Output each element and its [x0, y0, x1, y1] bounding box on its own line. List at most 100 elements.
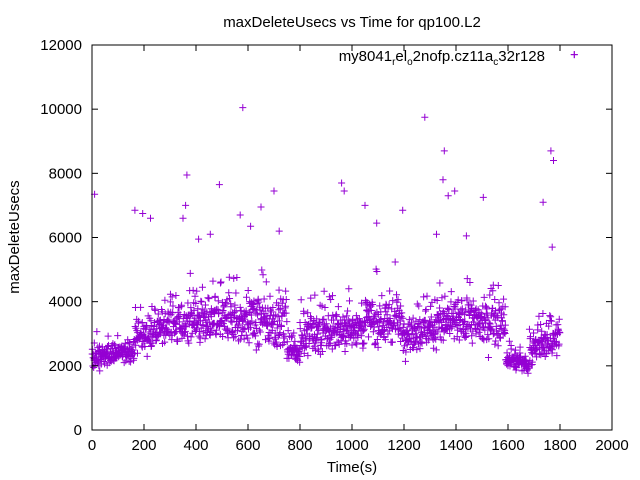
data-point [495, 299, 503, 307]
data-point [526, 333, 534, 341]
data-point [296, 352, 304, 360]
data-point [283, 318, 291, 326]
data-point [474, 306, 482, 314]
data-point [196, 327, 204, 335]
data-point [537, 321, 545, 329]
data-point [218, 317, 226, 325]
data-point [305, 339, 313, 347]
data-point [423, 292, 431, 300]
data-point-outlier [539, 198, 547, 206]
data-point [127, 358, 135, 366]
data-point-outlier [215, 181, 223, 189]
data-point [256, 328, 264, 336]
data-point [516, 349, 524, 357]
data-point [312, 335, 320, 343]
data-point [254, 295, 262, 303]
data-point [345, 285, 353, 293]
data-point [248, 317, 256, 325]
data-point [340, 332, 348, 340]
data-point [141, 342, 149, 350]
data-point-outlier [147, 214, 154, 222]
y-tick-label: 8000 [49, 165, 82, 182]
data-point [122, 357, 130, 365]
data-point [276, 329, 284, 337]
data-point [463, 275, 471, 283]
data-point [284, 327, 292, 335]
data-point [548, 317, 556, 325]
data-point [462, 306, 470, 314]
data-point [359, 340, 367, 348]
data-point [228, 318, 236, 326]
data-point [208, 327, 216, 335]
data-point [379, 327, 387, 335]
data-point [308, 324, 316, 332]
data-point [392, 325, 400, 333]
data-point [427, 313, 435, 321]
data-point [307, 294, 315, 302]
data-point [555, 340, 563, 348]
data-point-outlier [433, 230, 440, 238]
data-point [352, 339, 360, 347]
data-point [247, 323, 255, 331]
data-point [255, 342, 263, 350]
data-point [341, 348, 349, 356]
data-point [114, 332, 122, 340]
data-point [275, 286, 283, 294]
data-point [491, 307, 499, 315]
data-point [242, 331, 250, 339]
data-point [397, 337, 405, 345]
y-tick-label: 12000 [40, 37, 82, 54]
data-point [476, 325, 484, 333]
data-point [302, 336, 310, 344]
data-point [152, 336, 160, 344]
data-point [468, 332, 476, 340]
y-axis-label: maxDeleteUsecs [6, 180, 23, 293]
data-point [458, 305, 466, 313]
data-point [278, 299, 286, 307]
data-point [320, 315, 328, 323]
data-point [245, 339, 253, 347]
data-point [426, 326, 434, 334]
data-point [130, 354, 138, 362]
data-point [252, 309, 260, 317]
data-point [485, 335, 493, 343]
data-point-outlier [421, 113, 429, 121]
data-point [479, 335, 487, 343]
data-point [364, 308, 372, 316]
data-point [326, 339, 334, 347]
data-point [253, 299, 261, 307]
data-point [367, 306, 375, 314]
data-point [254, 311, 262, 319]
data-point [415, 323, 423, 331]
data-point [352, 312, 360, 320]
data-point-outlier [439, 176, 447, 184]
x-axis-label: Time(s) [327, 459, 377, 476]
data-point [171, 329, 179, 337]
data-point [441, 292, 449, 300]
data-point [311, 291, 319, 299]
data-point [456, 316, 464, 324]
data-point [354, 333, 362, 341]
data-point [397, 302, 405, 310]
data-point [161, 296, 169, 304]
data-point [193, 287, 201, 295]
data-point [276, 305, 284, 313]
data-point [297, 296, 305, 304]
data-point [422, 306, 430, 314]
data-point [230, 274, 238, 282]
data-point [335, 321, 343, 329]
data-point [494, 342, 502, 350]
data-point [411, 339, 419, 347]
data-point [460, 318, 468, 326]
data-point [426, 318, 434, 326]
data-point [412, 326, 420, 334]
data-point [251, 332, 259, 340]
data-point [365, 333, 373, 341]
data-point [125, 357, 133, 365]
data-point [255, 340, 263, 348]
data-point [384, 330, 392, 338]
data-point [525, 325, 533, 333]
data-point [165, 318, 173, 326]
data-point [227, 303, 235, 311]
